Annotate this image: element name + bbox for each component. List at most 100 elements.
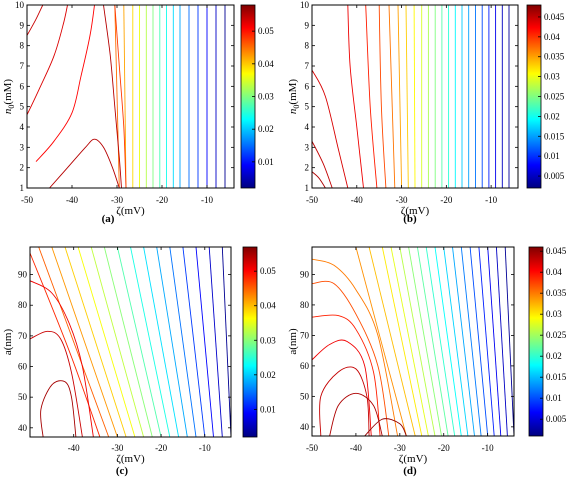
- contour-line: [364, 418, 407, 436]
- y-tick-label: 60: [18, 362, 28, 372]
- panel-label: (a): [102, 213, 115, 225]
- contour-line: [51, 247, 118, 437]
- x-tick-label: -30: [111, 443, 123, 453]
- y-tick-label: 5: [20, 102, 25, 112]
- colorbar-tick-label: 0.015: [544, 131, 565, 141]
- x-tick-label: -10: [482, 443, 494, 453]
- y-axis-label: a(nm): [2, 329, 14, 356]
- x-tick-label: -20: [438, 443, 450, 453]
- y-tick-label: 50: [300, 391, 310, 401]
- contour-line: [103, 247, 153, 437]
- colorbar: 0.005 0.01 0.015 0.02 0.025 0.03 0.035 0.04 0.04…: [526, 4, 565, 189]
- contour-line: [469, 247, 489, 436]
- panel-2: -50 -40 -30 -20 -10 1 2 3 4 5 6 7 8 9 10 ζ(mV) n0(mM) (b)…: [287, 0, 565, 225]
- colorbar-tick-label: 0.03: [260, 335, 276, 345]
- contour-line: [312, 258, 399, 436]
- y-axis-label: a(nm): [287, 328, 299, 355]
- y-tick-label: 2: [20, 163, 25, 173]
- contour-line: [495, 247, 508, 436]
- colorbar-tick-label: 0.02: [258, 124, 274, 134]
- contour-line: [388, 5, 396, 188]
- y-tick-label: 7: [305, 61, 310, 71]
- contour-line: [27, 5, 44, 36]
- colorbar: 0.01 0.02 0.03 0.04 0.05: [240, 4, 274, 189]
- x-tick-label: -50: [306, 443, 318, 453]
- contour-line: [355, 247, 407, 436]
- y-tick-label: 5: [305, 102, 310, 112]
- x-tick-label: -50: [21, 195, 33, 205]
- colorbar-tick-label: 0.02: [544, 111, 560, 121]
- plot-frame: [311, 4, 519, 189]
- x-tick-label: -40: [350, 443, 362, 453]
- contour-line: [312, 140, 333, 188]
- y-axis-label-unit: (mM): [2, 79, 14, 105]
- colorbar-tick-label: 0.03: [546, 309, 562, 319]
- plot-frame: [29, 246, 232, 438]
- contour-line: [443, 247, 469, 436]
- contour-line: [347, 5, 364, 188]
- contour-line: [405, 5, 409, 188]
- contour-line: [208, 247, 223, 437]
- colorbar-tick-label: 0.04: [260, 301, 276, 311]
- contour-line: [425, 247, 456, 436]
- contour-line: [504, 247, 514, 436]
- contour-line: [64, 247, 127, 437]
- x-tick-label: -20: [155, 443, 167, 453]
- contour-line: [90, 247, 145, 437]
- y-tick-label: 80: [18, 300, 28, 310]
- y-axis-label-sub: 0: [7, 105, 16, 109]
- contour-line: [365, 5, 378, 188]
- y-axis-label-unit: (mM): [287, 79, 299, 105]
- y-tick-label: 4: [20, 122, 25, 132]
- colorbar-tick-label: 0.01: [258, 157, 274, 167]
- x-tick-label: -40: [351, 195, 363, 205]
- contour-line: [77, 247, 136, 437]
- y-tick-label: 40: [300, 422, 310, 432]
- colorbar: 0.005 0.01 0.015 0.02 0.025 0.03 0.035 0.04 0.04…: [528, 246, 567, 437]
- colorbar-tick-label: 0.01: [546, 393, 562, 403]
- colorbar-tick-label: 0.04: [546, 267, 562, 277]
- y-tick-label: 90: [18, 270, 28, 280]
- contour-line: [195, 247, 214, 437]
- contour-lines: [312, 247, 514, 436]
- contour-line: [130, 247, 171, 437]
- colorbar-tick-label: 0.005: [544, 171, 565, 181]
- colorbar-fill: [528, 246, 544, 437]
- contour-line: [312, 314, 381, 436]
- y-tick-label: 1: [20, 183, 25, 193]
- contour-lines: [30, 247, 231, 437]
- contour-line: [487, 247, 502, 436]
- contour-line: [30, 252, 101, 437]
- contour-line: [399, 247, 436, 436]
- y-tick-label: 6: [305, 81, 310, 91]
- colorbar-tick-label: 0.05: [258, 26, 274, 36]
- contour-lines: [312, 5, 510, 188]
- colorbar-tick-label: 0.015: [546, 372, 567, 382]
- contour-line: [103, 5, 122, 188]
- panel-4: -50 -40 -30 -20 -10 40 50 60 70 80 90 ζ(mV) a(nm) (d)…: [287, 246, 567, 477]
- colorbar-tick-label: 0.025: [544, 92, 565, 102]
- y-tick-label: 80: [300, 300, 310, 310]
- contour-line: [416, 247, 449, 436]
- colorbar-tick-label: 0.04: [544, 32, 560, 42]
- contour-line: [390, 247, 429, 436]
- contour-line: [408, 247, 442, 436]
- contour-line: [156, 247, 188, 437]
- x-tick-label: -30: [396, 195, 408, 205]
- colorbar-tick-label: 0.005: [546, 414, 567, 424]
- x-axis-label: ζ(mV): [116, 453, 145, 465]
- colorbar-fill: [242, 246, 258, 438]
- x-tick-label: -50: [306, 195, 318, 205]
- colorbar-tick-label: 0.03: [258, 92, 274, 102]
- x-tick-label: -30: [111, 195, 123, 205]
- contour-line: [452, 247, 475, 436]
- y-tick-label: 3: [305, 142, 310, 152]
- contour-line: [182, 247, 206, 437]
- x-tick-label: -40: [66, 195, 78, 205]
- contour-line: [312, 69, 349, 188]
- contour-line: [123, 5, 127, 188]
- colorbar-tick-label: 0.01: [260, 404, 276, 414]
- colorbar-tick-label: 0.045: [544, 12, 565, 22]
- contour-line: [478, 247, 495, 436]
- x-tick-label: -10: [201, 195, 213, 205]
